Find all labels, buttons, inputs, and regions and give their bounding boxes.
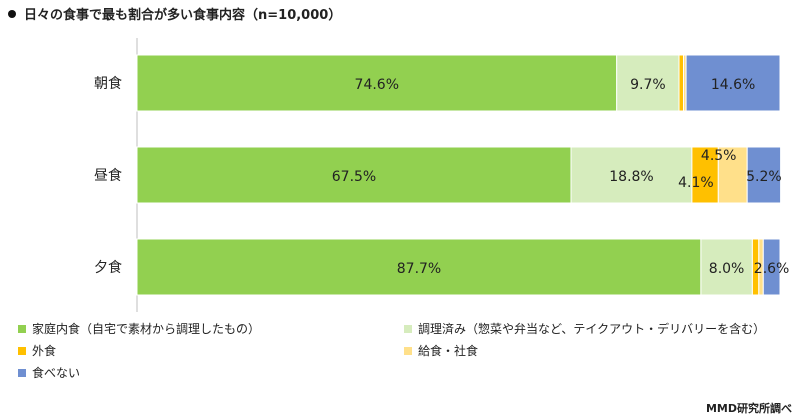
data-label: 14.6% [711,77,755,93]
legend-label: 調理済み（惣菜や弁当など、テイクアウト・デリバリーを含む） [418,322,766,336]
bar-segment [678,54,684,112]
legend-swatch [404,324,412,333]
bar-segment [700,238,753,296]
legend-item: 調理済み（惣菜や弁当など、テイクアウト・デリバリーを含む） [404,320,765,337]
data-label: 67.5% [332,169,376,185]
data-label: 74.6% [355,77,399,93]
data-label: 4.5% [701,148,737,164]
legend-label: 外食 [32,344,57,358]
data-label: 5.2% [746,169,782,185]
bar-segment [746,146,782,204]
legend-item: 食べない [18,364,80,381]
data-label: 18.8% [609,169,653,185]
legend-swatch [18,346,26,355]
legend-swatch [404,346,412,355]
data-label: 2.6% [754,261,790,277]
bar-segment [762,238,781,296]
category-label: 夕食 [94,259,122,276]
data-label: 9.7% [630,77,666,93]
bar-segment [717,146,748,204]
legend-label: 家庭内食（自宅で素材から調理したもの） [32,322,261,336]
data-label: 8.0% [709,261,745,277]
legend-swatch [18,324,26,333]
bullet-icon [8,10,16,18]
legend-item: 外食 [18,342,56,359]
category-label: 昼食 [94,167,122,184]
bar-segment [136,54,618,112]
bar-segment [136,238,702,296]
data-label: 87.7% [397,261,441,277]
bar-segment [691,146,719,204]
legend-swatch [18,368,26,377]
bar-segment [570,146,693,204]
bar-segment [685,54,781,112]
legend-label: 給食・社食 [418,344,479,358]
chart-legend: 家庭内食（自宅で素材から調理したもの） 調理済み（惣菜や弁当など、テイクアウト・デ… [0,316,800,396]
category-label: 朝食 [94,75,122,92]
legend-item: 給食・社食 [404,342,478,359]
legend-item: 家庭内食（自宅で素材から調理したもの） [18,320,260,337]
chart-title-text: 日々の食事で最も割合が多い食事内容（n=10,000） [24,8,342,23]
bar-segment [136,146,572,204]
chart-title: 日々の食事で最も割合が多い食事内容（n=10,000） [8,4,341,23]
data-label: 4.1% [678,175,714,191]
stacked-bar-chart: 朝食 74.6% 9.7% 14.6% 昼食 67.5% 18.8% 4.1% 4.5% 5.2%… [94,38,790,312]
bar-segment [616,54,680,112]
legend-label: 食べない [32,366,81,380]
source-note: MMD研究所調べ [705,402,792,415]
